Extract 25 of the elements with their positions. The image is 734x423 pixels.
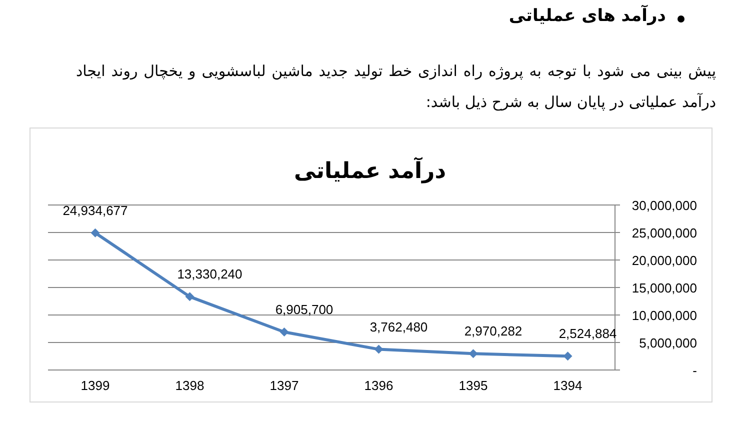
x-tick-label: 1397 bbox=[270, 378, 299, 393]
data-label: 6,905,700 bbox=[275, 302, 334, 318]
data-label: 2,524,884 bbox=[558, 326, 617, 342]
data-label: 2,970,282 bbox=[464, 324, 522, 339]
text: درآمد های عملیاتی bbox=[508, 6, 666, 26]
x-tick-label: 1394 bbox=[553, 378, 582, 393]
x-tick-label: 1399 bbox=[80, 378, 110, 393]
point bbox=[185, 292, 194, 302]
x-tick-label: 1398 bbox=[175, 378, 204, 393]
text: پیش بینی می شود با توجه به پروژه راه اندازی خط تولید جدید ماشین لباسشویی و یخچال روند ایجاد درآمد عملیاتی در پایان سال به شرح ذیل باشد: bbox=[76, 61, 716, 113]
chart-title: درآمد عملیاتی bbox=[294, 157, 446, 184]
x-tick-label: 1396 bbox=[364, 378, 394, 393]
y-tick-label: 25,000,000 bbox=[632, 226, 697, 240]
point bbox=[280, 328, 289, 337]
point bbox=[90, 228, 100, 238]
x-tick-label: 1395 bbox=[458, 378, 488, 393]
y-tick-label: 20,000,000 bbox=[632, 253, 697, 268]
data-label: 24,934,677 bbox=[62, 202, 128, 218]
y-tick-label: 15,000,000 bbox=[632, 280, 697, 296]
y-tick-label: 10,000,000 bbox=[632, 308, 697, 323]
y-tick-label: 5,000,000 bbox=[639, 336, 697, 350]
data-label: 3,762,480 bbox=[370, 319, 428, 334]
y-tick-label: - bbox=[692, 363, 697, 378]
y-tick-label: 30,000,000 bbox=[632, 198, 697, 213]
data-label: 13,330,240 bbox=[177, 266, 242, 282]
